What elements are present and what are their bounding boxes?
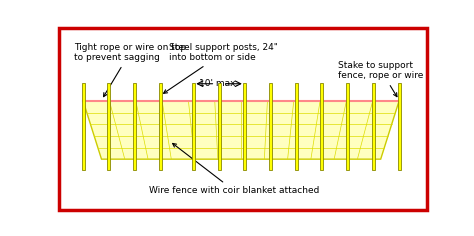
Bar <box>243 83 246 170</box>
Bar <box>159 83 162 170</box>
Bar <box>346 83 349 170</box>
Bar <box>218 83 220 170</box>
Text: 10' max.: 10' max. <box>200 79 239 88</box>
Bar <box>269 83 272 170</box>
Text: Stake to support
fence, rope or wire: Stake to support fence, rope or wire <box>338 61 424 97</box>
Text: Wire fence with coir blanket attached: Wire fence with coir blanket attached <box>149 143 319 195</box>
Text: Tight rope or wire on top
to prevent sagging: Tight rope or wire on top to prevent sag… <box>74 43 186 97</box>
Bar <box>108 83 110 170</box>
Polygon shape <box>83 101 399 159</box>
Bar <box>192 83 195 170</box>
Bar <box>295 83 298 170</box>
Bar <box>398 83 401 170</box>
Bar <box>372 83 375 170</box>
Bar <box>320 83 323 170</box>
Bar <box>133 83 136 170</box>
Text: Steel support posts, 24"
into bottom or side: Steel support posts, 24" into bottom or … <box>164 43 278 93</box>
Bar <box>82 83 84 170</box>
